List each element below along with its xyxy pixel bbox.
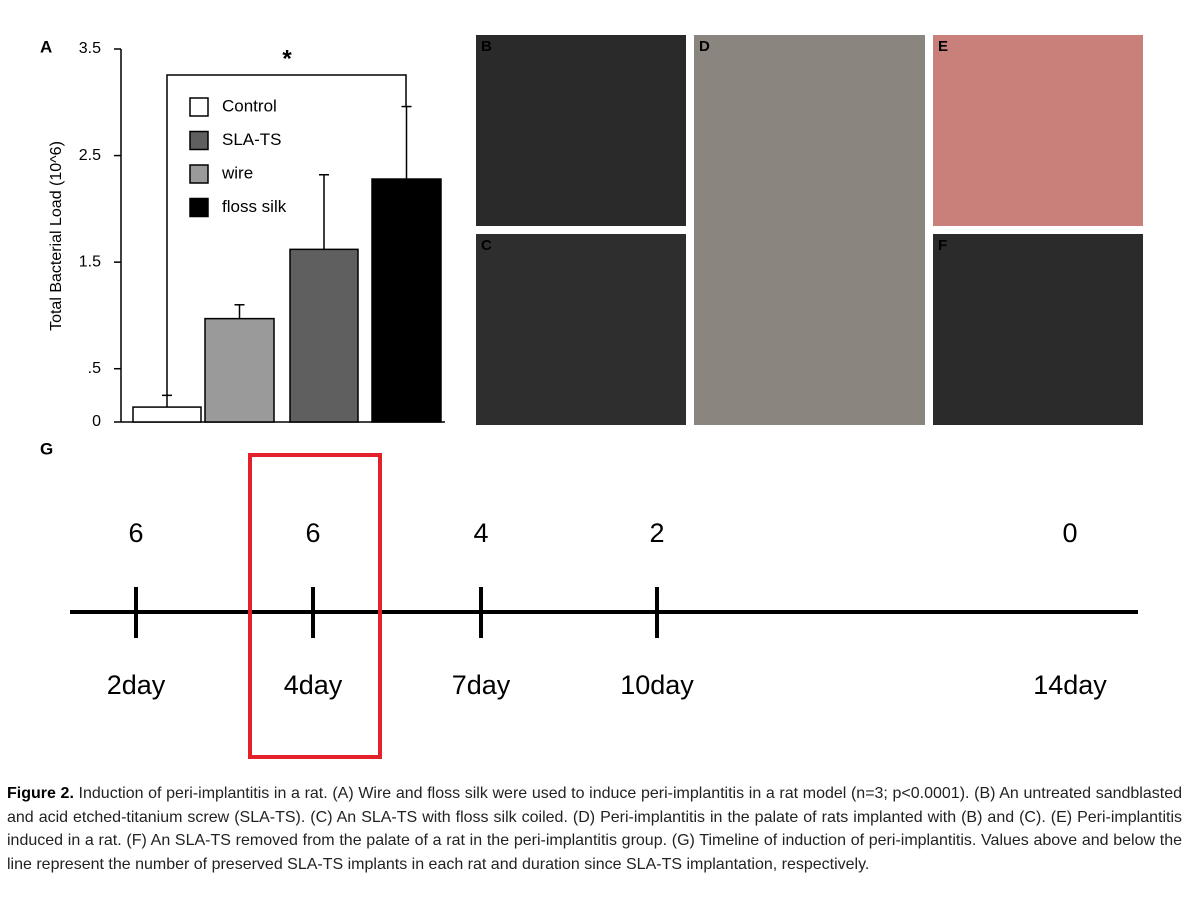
photo-panel xyxy=(476,35,686,226)
photo-panel xyxy=(933,35,1143,226)
duration-label: 10day xyxy=(620,670,694,700)
highlight-box xyxy=(248,453,382,759)
caption: Figure 2. Induction of peri-implantitis … xyxy=(7,782,1182,876)
photo-panel xyxy=(476,234,686,425)
legend-swatch xyxy=(189,164,209,184)
implant-count: 0 xyxy=(1062,518,1077,548)
bar xyxy=(289,248,359,423)
y-tick-label: 2.5 xyxy=(79,147,101,164)
duration-label: 7day xyxy=(452,670,511,700)
y-tick-label: 3.5 xyxy=(79,40,101,57)
y-tick-label: 1.5 xyxy=(79,253,101,270)
legend-label: Control xyxy=(222,96,277,115)
caption-text: Induction of peri-implantitis in a rat. … xyxy=(7,785,1182,873)
panel-label: C xyxy=(481,237,492,254)
bar xyxy=(371,178,442,423)
figure: A 3.5 2.5 1.5 .5 0 Total Bacterial Load (10^6)… xyxy=(40,35,1143,759)
photo-panel xyxy=(694,35,925,425)
legend-label: wire xyxy=(221,163,253,182)
legend-swatch xyxy=(189,97,209,117)
panel-label: E xyxy=(938,38,948,55)
bar xyxy=(132,406,202,423)
implant-count: 4 xyxy=(473,518,488,548)
duration-label: 2day xyxy=(107,670,166,700)
panel-label: D xyxy=(699,38,710,55)
panel-label: A xyxy=(40,37,52,56)
significance-mark: * xyxy=(282,45,292,72)
panel-label: F xyxy=(938,237,947,254)
panel-label: B xyxy=(481,38,492,55)
implant-count: 6 xyxy=(305,518,320,548)
duration-label: 14day xyxy=(1033,670,1107,700)
legend-swatch xyxy=(189,130,209,151)
legend-label: floss silk xyxy=(222,197,287,216)
y-tick-label: .5 xyxy=(88,360,101,377)
caption-label: Figure 2. xyxy=(7,785,74,802)
implant-count: 6 xyxy=(128,518,143,548)
significance-bracket xyxy=(166,74,407,395)
bar xyxy=(204,317,275,423)
implant-count: 2 xyxy=(649,518,664,548)
photo-panel xyxy=(933,234,1143,425)
legend-label: SLA-TS xyxy=(222,130,282,149)
panel-label: G xyxy=(40,439,53,458)
y-axis-label: Total Bacterial Load (10^6) xyxy=(48,141,65,331)
y-tick-label: 0 xyxy=(92,413,101,430)
duration-label: 4day xyxy=(284,670,343,700)
legend-swatch xyxy=(189,197,209,218)
